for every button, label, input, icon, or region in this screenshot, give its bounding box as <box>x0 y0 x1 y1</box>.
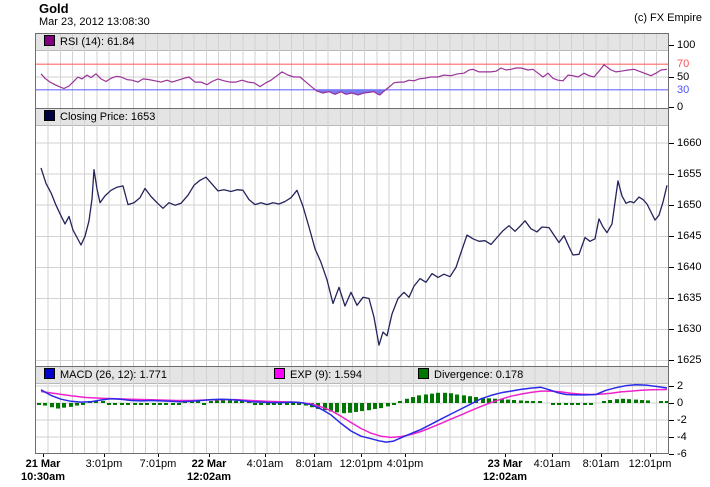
y-tick-label: 0 <box>677 397 684 409</box>
y-tick-label: -6 <box>677 448 687 460</box>
y-tick-mark <box>669 329 674 330</box>
y-tick-label: 100 <box>677 39 696 51</box>
x-tick-label: 4:01pm <box>386 458 424 470</box>
price-legend-label: Closing Price: 1653 <box>60 111 156 123</box>
y-tick-label: -2 <box>677 414 687 426</box>
y-tick-label: 2 <box>677 380 684 392</box>
x-tick-mark <box>650 454 651 457</box>
y-tick-mark <box>669 420 674 421</box>
y-tick-label: 1625 <box>677 354 702 366</box>
y-tick-mark <box>669 77 674 78</box>
x-tick-label: 4:01am <box>533 458 571 470</box>
x-tick-label: 12:01pm <box>339 458 383 470</box>
y-tick-label: 70 <box>677 58 690 70</box>
y-tick-mark <box>669 236 674 237</box>
x-tick-mark <box>104 454 105 457</box>
y-tick-label: -4 <box>677 431 687 443</box>
macd-legend-swatch <box>44 368 55 379</box>
x-tick-mark <box>209 454 210 457</box>
price-plot <box>36 109 668 366</box>
y-tick-mark <box>669 386 674 387</box>
price-legend: Closing Price: 1653 <box>36 109 668 125</box>
y-tick-mark <box>669 267 674 268</box>
x-tick-label: 4:01am <box>246 458 284 470</box>
x-tick-label: 8:01am <box>582 458 620 470</box>
y-tick-mark <box>669 403 674 404</box>
x-tick-mark <box>601 454 602 457</box>
copyright-label: (c) FX Empire <box>634 12 702 24</box>
x-tick-mark <box>405 454 406 457</box>
y-tick-label: 1650 <box>677 199 702 211</box>
x-tick-label: 21 Mar 10:30am <box>20 458 66 483</box>
x-tick-mark <box>265 454 266 457</box>
y-tick-mark <box>669 45 674 46</box>
x-tick-mark <box>158 454 159 457</box>
y-tick-mark <box>669 107 674 108</box>
x-tick-mark <box>314 454 315 457</box>
exp-legend-label: EXP (9): 1.594 <box>290 369 362 381</box>
x-tick-label: 7:01pm <box>139 458 177 470</box>
y-tick-label: 1630 <box>677 323 702 335</box>
y-tick-label: 1660 <box>677 137 702 149</box>
y-tick-label: 30 <box>677 84 690 96</box>
rsi-panel: RSI (14): 61.84 <box>35 33 669 109</box>
x-tick-mark <box>43 454 44 457</box>
y-tick-mark <box>669 205 674 206</box>
y-tick-mark <box>669 454 674 455</box>
price-legend-swatch <box>44 110 55 121</box>
macd-legend-label: MACD (26, 12): 1.771 <box>60 369 167 381</box>
exp-legend-swatch <box>274 368 285 379</box>
x-tick-label: 8:01am <box>295 458 333 470</box>
divergence-legend-swatch <box>418 368 429 379</box>
y-tick-mark <box>669 437 674 438</box>
x-tick-label: 3:01pm <box>85 458 123 470</box>
macd-panel: MACD (26, 12): 1.771 EXP (9): 1.594 Dive… <box>35 366 669 454</box>
x-tick-label: 12:01pm <box>628 458 672 470</box>
chart-title: Gold <box>39 1 69 16</box>
rsi-legend-label: RSI (14): 61.84 <box>60 36 135 48</box>
x-tick-label: 22 Mar 12:02am <box>186 458 232 483</box>
x-tick-mark <box>552 454 553 457</box>
price-panel: Closing Price: 1653 <box>35 108 669 367</box>
macd-plot <box>36 367 668 453</box>
chart-datetime: Mar 23, 2012 13:08:30 <box>39 16 150 28</box>
rsi-plot <box>36 34 668 108</box>
y-tick-label: 50 <box>677 71 690 83</box>
y-tick-label: 1635 <box>677 292 702 304</box>
rsi-legend-swatch <box>44 35 55 46</box>
y-tick-label: 1645 <box>677 230 702 242</box>
y-tick-label: 1640 <box>677 261 702 273</box>
y-tick-mark <box>669 298 674 299</box>
y-tick-label: 1655 <box>677 168 702 180</box>
y-tick-mark <box>669 174 674 175</box>
macd-legend: MACD (26, 12): 1.771 EXP (9): 1.594 Dive… <box>36 367 668 383</box>
y-tick-label: 0 <box>677 101 684 113</box>
rsi-legend: RSI (14): 61.84 <box>36 34 668 50</box>
x-tick-label: 23 Mar 12:02am <box>482 458 528 483</box>
y-tick-mark <box>669 360 674 361</box>
divergence-legend-label: Divergence: 0.178 <box>434 369 524 381</box>
y-tick-mark <box>669 143 674 144</box>
x-tick-mark <box>361 454 362 457</box>
x-tick-mark <box>505 454 506 457</box>
